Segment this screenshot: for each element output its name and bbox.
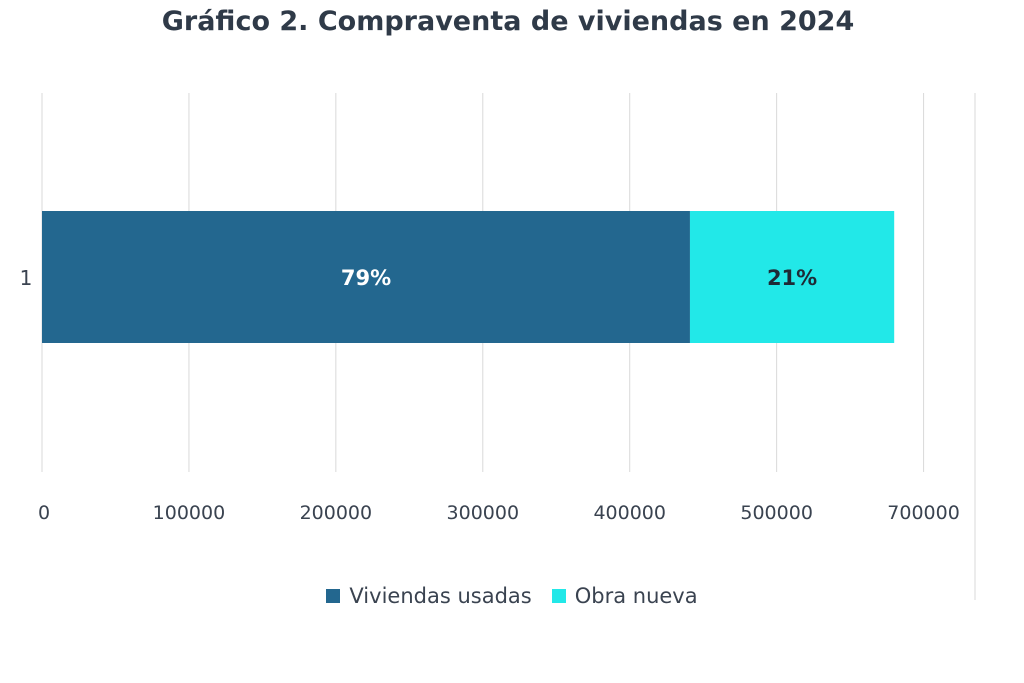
x-tick-label: 100000 xyxy=(153,502,226,524)
chart-title: Gráfico 2. Compraventa de viviendas en 2… xyxy=(161,6,855,37)
y-category-label: 1 xyxy=(20,266,33,290)
x-tick-label: 0 xyxy=(38,502,50,524)
x-tick-label: 500000 xyxy=(740,502,813,524)
bar-data-label: 79% xyxy=(341,266,391,290)
x-tick-label: 400000 xyxy=(593,502,666,524)
chart-legend: Viviendas usadas Obra nueva xyxy=(0,584,1024,608)
legend-swatch-obra-nueva xyxy=(551,589,566,603)
legend-label-obra-nueva: Obra nueva xyxy=(574,584,698,608)
x-tick-label: 700000 xyxy=(887,502,960,524)
bar-data-label: 21% xyxy=(767,266,817,290)
bar-segment xyxy=(689,211,895,343)
legend-item-obra-nueva[interactable]: Obra nueva xyxy=(551,584,698,608)
legend-item-viviendas-usadas[interactable]: Viviendas usadas xyxy=(326,584,532,608)
legend-swatch-viviendas-usadas xyxy=(326,589,341,603)
x-tick-label: 300000 xyxy=(447,502,520,524)
x-tick-label: 200000 xyxy=(300,502,373,524)
bar-segment xyxy=(42,211,690,343)
legend-label-viviendas-usadas: Viviendas usadas xyxy=(349,584,532,608)
